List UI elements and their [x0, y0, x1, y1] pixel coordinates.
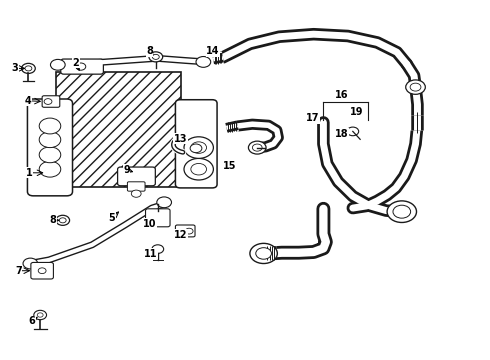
Text: 14: 14: [206, 46, 220, 56]
Text: 15: 15: [222, 161, 236, 171]
FancyBboxPatch shape: [127, 182, 145, 191]
Text: 16: 16: [335, 90, 349, 100]
Text: 17: 17: [306, 113, 319, 123]
Text: 12: 12: [173, 230, 187, 240]
Text: 18: 18: [335, 129, 349, 139]
Polygon shape: [56, 72, 181, 187]
FancyBboxPatch shape: [27, 99, 73, 196]
Circle shape: [185, 228, 193, 234]
Circle shape: [248, 141, 266, 154]
Circle shape: [152, 245, 164, 253]
Circle shape: [191, 142, 207, 153]
Circle shape: [39, 132, 61, 148]
Text: 6: 6: [28, 316, 35, 326]
Circle shape: [25, 66, 32, 71]
Text: 8: 8: [146, 46, 153, 56]
Circle shape: [252, 144, 262, 151]
Text: 3: 3: [11, 63, 18, 73]
FancyBboxPatch shape: [175, 100, 217, 188]
Circle shape: [347, 127, 359, 136]
Circle shape: [131, 190, 141, 197]
Circle shape: [59, 218, 66, 223]
Circle shape: [157, 197, 172, 208]
Circle shape: [50, 59, 65, 70]
Circle shape: [191, 163, 207, 175]
Circle shape: [38, 268, 46, 274]
Circle shape: [256, 248, 271, 259]
Circle shape: [39, 147, 61, 163]
Text: 19: 19: [350, 107, 364, 117]
FancyBboxPatch shape: [146, 209, 170, 227]
Circle shape: [56, 215, 70, 225]
Text: 7: 7: [15, 266, 22, 276]
FancyBboxPatch shape: [31, 262, 53, 279]
FancyBboxPatch shape: [175, 225, 195, 237]
Text: 10: 10: [143, 219, 156, 229]
Circle shape: [34, 310, 47, 320]
Circle shape: [393, 205, 411, 218]
Circle shape: [250, 243, 277, 264]
Circle shape: [37, 313, 43, 317]
Circle shape: [196, 57, 211, 67]
Circle shape: [23, 258, 38, 269]
Text: 11: 11: [144, 249, 158, 259]
Circle shape: [184, 158, 213, 180]
Circle shape: [39, 118, 61, 134]
FancyBboxPatch shape: [42, 96, 60, 107]
Text: 1: 1: [26, 168, 33, 178]
Text: 4: 4: [25, 96, 32, 106]
Text: 9: 9: [123, 165, 130, 175]
FancyBboxPatch shape: [118, 167, 155, 186]
Circle shape: [44, 99, 52, 104]
Text: 5: 5: [108, 213, 115, 223]
FancyBboxPatch shape: [61, 59, 103, 74]
Text: 2: 2: [73, 58, 79, 68]
Circle shape: [410, 83, 421, 91]
Circle shape: [152, 54, 159, 59]
Circle shape: [76, 63, 86, 70]
Circle shape: [22, 63, 35, 73]
Circle shape: [406, 80, 425, 94]
Text: 13: 13: [173, 134, 187, 144]
Circle shape: [149, 52, 163, 62]
Text: 8: 8: [49, 215, 56, 225]
Circle shape: [39, 161, 61, 177]
Circle shape: [387, 201, 416, 222]
Circle shape: [184, 137, 213, 158]
Circle shape: [190, 144, 202, 153]
